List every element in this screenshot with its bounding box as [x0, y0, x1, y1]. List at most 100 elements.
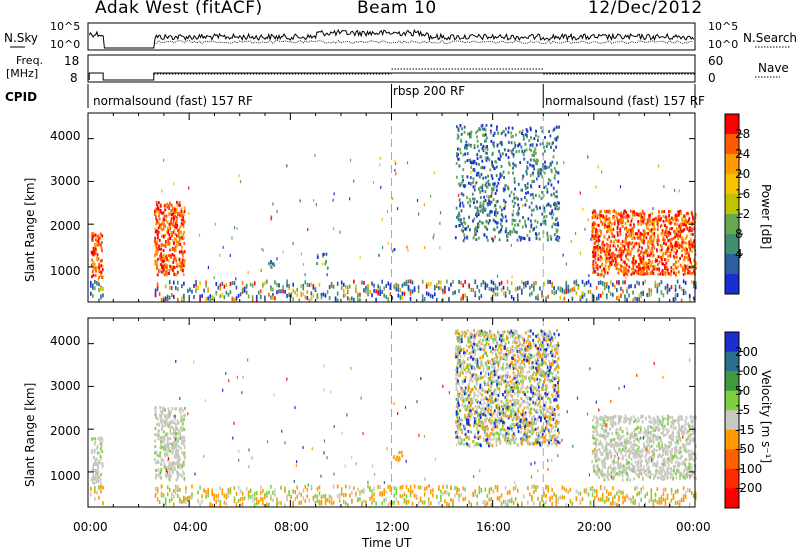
power-cell [521, 132, 523, 136]
velocity-cell [555, 344, 558, 348]
power-cell [644, 230, 646, 234]
velocity-cell [530, 384, 533, 388]
power-cell [183, 281, 185, 286]
velocity-cell [486, 383, 489, 387]
velocity-cell [304, 484, 307, 489]
power-cell [647, 232, 650, 236]
power-cell [462, 153, 465, 157]
power-cell [154, 262, 157, 266]
velocity-cell [461, 389, 464, 393]
power-cell [632, 212, 635, 216]
power-cell [631, 236, 634, 240]
velocity-cell [662, 492, 665, 497]
velocity-cell [471, 354, 473, 358]
power-cell [169, 227, 172, 231]
power-cell [155, 215, 157, 219]
velocity-cell [472, 493, 475, 498]
power-cell [556, 217, 558, 221]
power-cell [642, 266, 644, 270]
velocity-cell [155, 415, 158, 419]
power-cell [533, 227, 536, 231]
velocity-cell [175, 455, 178, 459]
power-cell [249, 282, 252, 287]
power-cell [187, 288, 189, 293]
velocity-cell [512, 354, 515, 358]
velocity-cell [298, 491, 301, 496]
power-cell [648, 253, 651, 257]
power-cell [485, 226, 488, 230]
power-cell [180, 237, 183, 241]
power-cell [687, 219, 690, 223]
velocity-cell [245, 486, 248, 491]
velocity-cell [543, 329, 546, 333]
power-cell [601, 170, 603, 174]
power-cell [492, 164, 495, 168]
velocity-cell [349, 493, 351, 498]
power-cell [591, 293, 594, 298]
power-cell [155, 249, 157, 253]
power-cell [500, 141, 503, 145]
power-cell [383, 293, 386, 298]
velocity-cell [516, 383, 518, 387]
power-cell [547, 294, 549, 299]
velocity-cell [533, 414, 536, 418]
velocity-cell [503, 345, 506, 349]
power-cell [648, 287, 651, 292]
power-cell [90, 250, 93, 254]
power-cell [683, 263, 686, 267]
power-cell [97, 277, 100, 281]
power-cell [530, 225, 533, 229]
power-cell [484, 207, 487, 211]
velocity-cell [460, 337, 463, 341]
power-cell [600, 263, 603, 267]
velocity-cell [674, 500, 677, 505]
velocity-cell [470, 344, 472, 348]
velocity-cell [494, 425, 497, 429]
power-cell [539, 170, 542, 174]
velocity-cell [490, 333, 492, 337]
power-cell [527, 191, 529, 195]
velocity-cell [490, 396, 493, 400]
velocity-cell [488, 444, 490, 448]
power-cell [689, 237, 692, 241]
power-cell [322, 254, 324, 258]
velocity-cell [482, 500, 485, 505]
power-cell [547, 178, 550, 182]
power-cell [169, 224, 171, 228]
power-cell [622, 280, 624, 285]
power-cell [469, 161, 472, 165]
power-cell [653, 264, 656, 268]
power-cell [215, 291, 218, 296]
power-cell [457, 213, 460, 217]
power-cell [423, 296, 426, 301]
power-cell [359, 292, 361, 297]
velocity-cell [539, 443, 542, 447]
power-cell [450, 282, 452, 287]
velocity-cell [93, 448, 96, 452]
velocity-cell [167, 465, 170, 469]
power-cell [664, 224, 666, 228]
velocity-cell [497, 330, 499, 334]
power-cell [537, 138, 539, 142]
power-cell [162, 253, 165, 257]
power-cell [672, 254, 675, 258]
power-cell [182, 236, 185, 240]
power-cell [310, 282, 313, 287]
velocity-cell [505, 352, 508, 356]
velocity-cell [612, 501, 614, 506]
power-cell [666, 268, 669, 272]
velocity-cell [365, 500, 367, 505]
velocity-cell [541, 494, 543, 499]
velocity-cell [168, 477, 170, 481]
power-heatmap-cells [90, 123, 697, 303]
velocity-cell [363, 499, 365, 504]
power-cell [495, 221, 498, 225]
power-cell [517, 144, 520, 148]
power-cell [597, 223, 600, 227]
velocity-cell [676, 489, 679, 494]
velocity-cell [459, 366, 462, 370]
power-cell [448, 296, 450, 301]
velocity-cell [405, 494, 408, 499]
power-cell [433, 233, 435, 237]
power-cell [527, 280, 529, 285]
